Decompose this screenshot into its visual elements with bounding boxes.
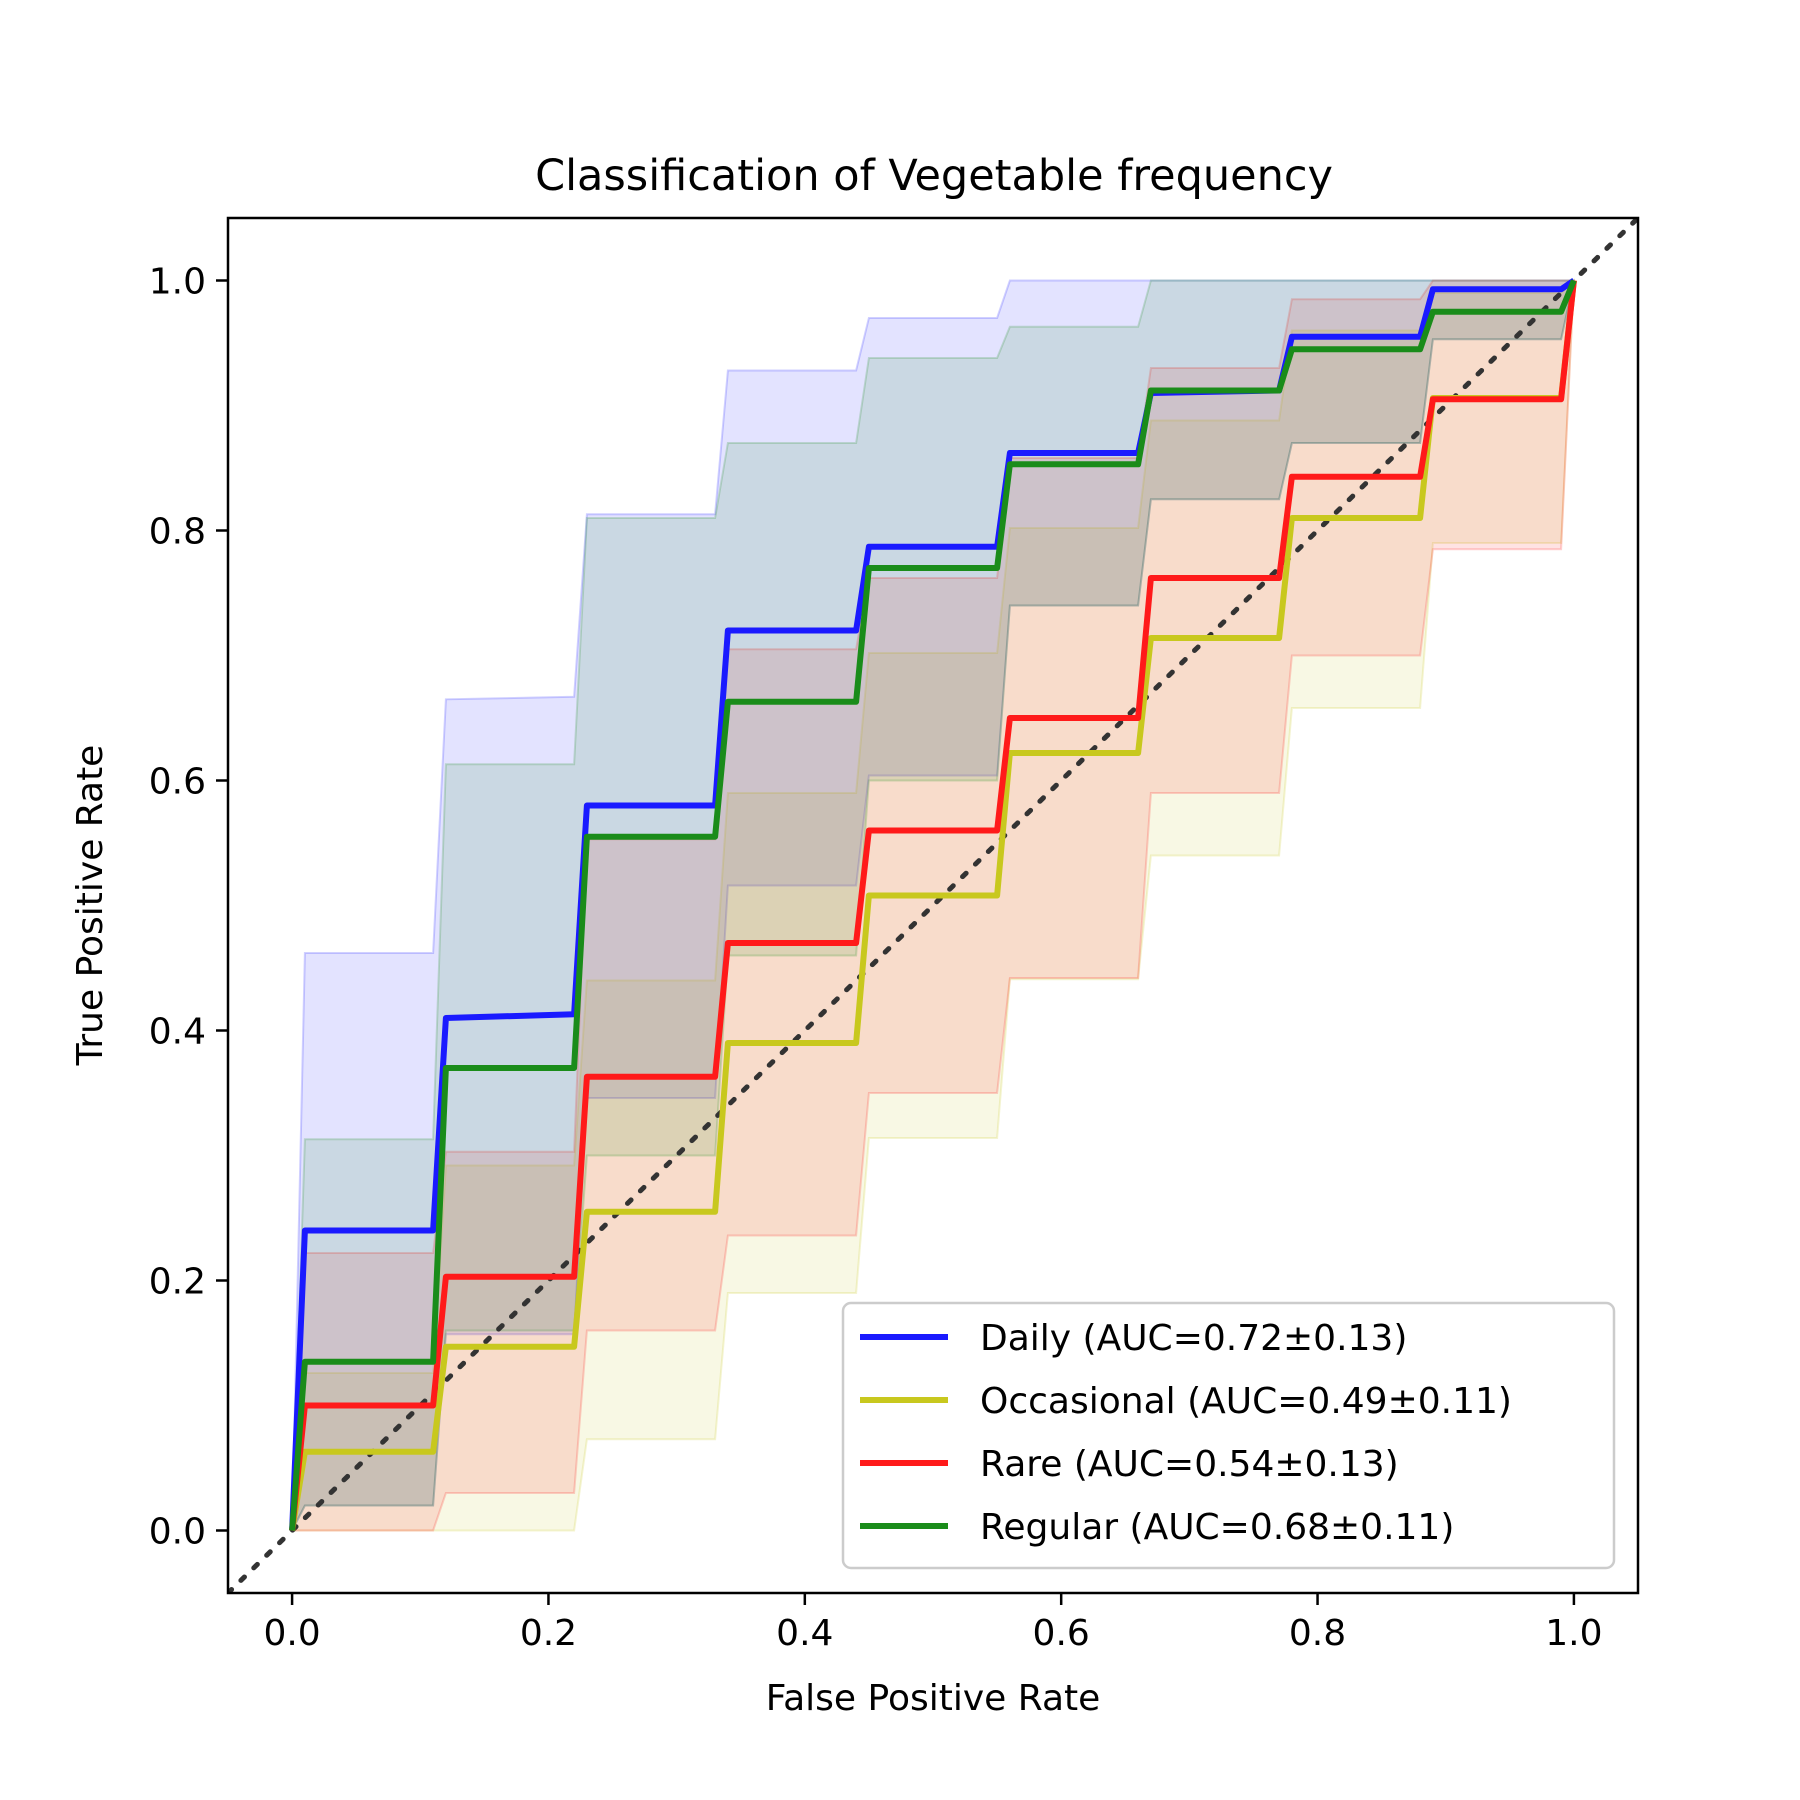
series-line-occasional: [289, 280, 1577, 1531]
series-line-daily: [289, 278, 1576, 1531]
legend-label-daily: Daily (AUC=0.72±0.13): [980, 1318, 1407, 1359]
roc-curves: [289, 278, 1577, 1531]
x-tick-label: 0.6: [1033, 1613, 1090, 1654]
y-tick-label: 0.8: [149, 512, 206, 553]
x-axis-ticks: 0.0 0.2 0.4 0.6 0.8 1.0: [263, 1593, 1603, 1654]
y-axis-ticks: 0.0 0.2 0.4 0.6 0.8 1.0: [149, 262, 228, 1553]
x-axis-label: False Positive Rate: [766, 1678, 1101, 1719]
plot-frame: [226, 216, 1640, 1595]
legend: Daily (AUC=0.72±0.13) Occasional (AUC=0.4…: [841, 1301, 1616, 1570]
x-tick-label: 0.0: [263, 1613, 320, 1654]
chart-title: Classification of Vegetable frequency: [535, 151, 1333, 201]
y-tick-label: 0.2: [149, 1262, 206, 1303]
y-axis-label: True Positive Rate: [70, 745, 111, 1067]
legend-box: [841, 1301, 1616, 1570]
y-tick-label: 1.0: [149, 262, 206, 303]
x-tick-label: 1.0: [1545, 1613, 1602, 1654]
y-tick-label: 0.0: [149, 1512, 206, 1553]
x-tick-label: 0.2: [520, 1613, 577, 1654]
series-line-regular: [289, 279, 1577, 1531]
confidence-bands: [291, 278, 1576, 1532]
y-tick-label: 0.6: [149, 762, 206, 803]
chance-diagonal-group: [228, 218, 1638, 1593]
legend-label-occasional: Occasional (AUC=0.49±0.11): [980, 1381, 1512, 1422]
x-tick-label: 0.4: [776, 1613, 833, 1654]
series-line-rare: [289, 280, 1577, 1531]
chance-diagonal: [228, 218, 1638, 1593]
x-tick-label: 0.8: [1289, 1613, 1346, 1654]
legend-label-regular: Regular (AUC=0.68±0.11): [980, 1507, 1454, 1548]
legend-label-rare: Rare (AUC=0.54±0.13): [980, 1444, 1399, 1485]
y-tick-label: 0.4: [149, 1012, 206, 1053]
